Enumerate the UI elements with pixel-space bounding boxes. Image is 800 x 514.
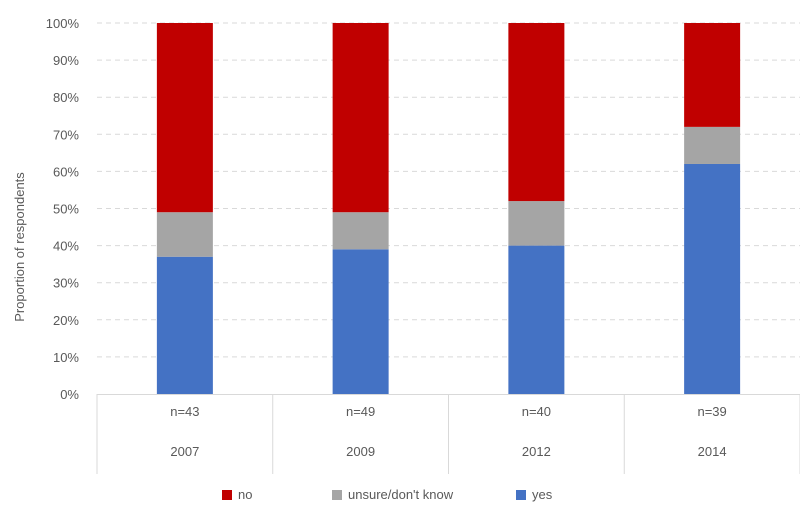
y-tick-label: 20%: [53, 313, 79, 328]
bar-segment: [332, 23, 389, 213]
legend-swatch: [332, 490, 342, 500]
bar-segment: [156, 256, 213, 394]
sample-size-label: n=39: [697, 404, 726, 419]
y-tick-label: 0%: [60, 387, 79, 402]
legend-swatch: [516, 490, 526, 500]
bar-segment: [508, 245, 565, 394]
sample-size-label: n=49: [346, 404, 375, 419]
legend: no unsure/don't know yes: [222, 487, 553, 502]
gridlines: [97, 22, 800, 358]
legend-label: yes: [532, 487, 553, 502]
bar-segment: [156, 212, 213, 257]
bar-segment: [332, 249, 389, 394]
y-axis-ticks: 0% 10% 20% 30% 40% 50% 60% 70% 80% 90% 100%: [46, 16, 80, 402]
bar-segment: [332, 212, 389, 250]
legend-label: unsure/don't know: [348, 487, 454, 502]
x-tick-label: 2012: [522, 444, 551, 459]
bars: [156, 23, 741, 394]
bar-segment: [508, 23, 565, 202]
legend-swatch: [222, 490, 232, 500]
y-tick-label: 30%: [53, 276, 79, 291]
x-tick-label: 2007: [170, 444, 199, 459]
x-tick-label: 2009: [346, 444, 375, 459]
y-tick-label: 100%: [46, 16, 80, 31]
bar-segment: [508, 201, 565, 246]
sample-size-label: n=40: [522, 404, 551, 419]
bar-segment: [684, 163, 741, 394]
x-axis-table: n=43 2007 n=49 2009 n=40 2012 n=39 2014: [96, 394, 800, 474]
y-tick-label: 70%: [53, 127, 79, 142]
y-tick-label: 40%: [53, 239, 79, 254]
sample-size-label: n=43: [170, 404, 199, 419]
bar-segment: [684, 126, 741, 164]
y-tick-label: 50%: [53, 202, 79, 217]
y-tick-label: 10%: [53, 350, 79, 365]
bar-segment: [684, 23, 741, 127]
y-tick-label: 90%: [53, 53, 79, 68]
y-tick-label: 60%: [53, 164, 79, 179]
bar-segment: [156, 23, 213, 213]
x-tick-label: 2014: [698, 444, 727, 459]
y-tick-label: 80%: [53, 90, 79, 105]
y-axis-label: Proportion of respondents: [12, 172, 27, 322]
legend-label: no: [238, 487, 252, 502]
